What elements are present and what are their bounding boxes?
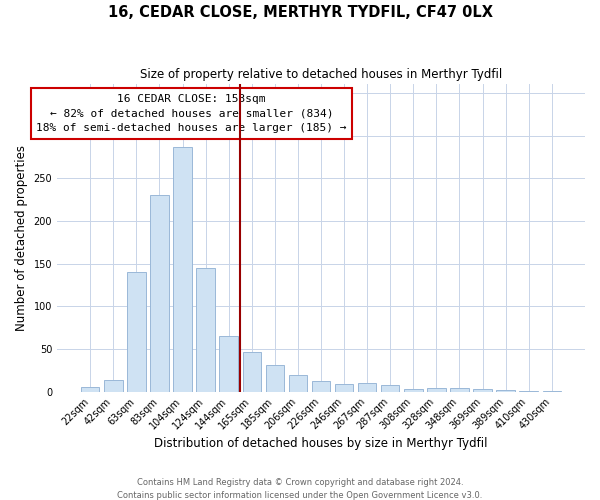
Bar [381,385,400,392]
Bar [104,380,122,392]
Bar [81,388,100,392]
Title: Size of property relative to detached houses in Merthyr Tydfil: Size of property relative to detached ho… [140,68,502,80]
Bar [496,390,515,392]
Y-axis label: Number of detached properties: Number of detached properties [15,145,28,331]
Bar [150,196,169,392]
Bar [404,389,422,392]
Bar [358,383,376,392]
Text: 16, CEDAR CLOSE, MERTHYR TYDFIL, CF47 0LX: 16, CEDAR CLOSE, MERTHYR TYDFIL, CF47 0L… [107,5,493,20]
Bar [427,388,446,392]
Text: Contains HM Land Registry data © Crown copyright and database right 2024.
Contai: Contains HM Land Registry data © Crown c… [118,478,482,500]
Bar [127,272,146,392]
Bar [450,388,469,392]
Bar [542,391,561,392]
Bar [520,391,538,392]
Bar [312,382,330,392]
X-axis label: Distribution of detached houses by size in Merthyr Tydfil: Distribution of detached houses by size … [154,437,488,450]
Bar [473,389,492,392]
Bar [289,374,307,392]
Bar [335,384,353,392]
Bar [173,146,192,392]
Bar [196,268,215,392]
Bar [242,352,261,392]
Text: 16 CEDAR CLOSE: 153sqm
← 82% of detached houses are smaller (834)
18% of semi-de: 16 CEDAR CLOSE: 153sqm ← 82% of detached… [37,94,347,134]
Bar [220,336,238,392]
Bar [266,365,284,392]
